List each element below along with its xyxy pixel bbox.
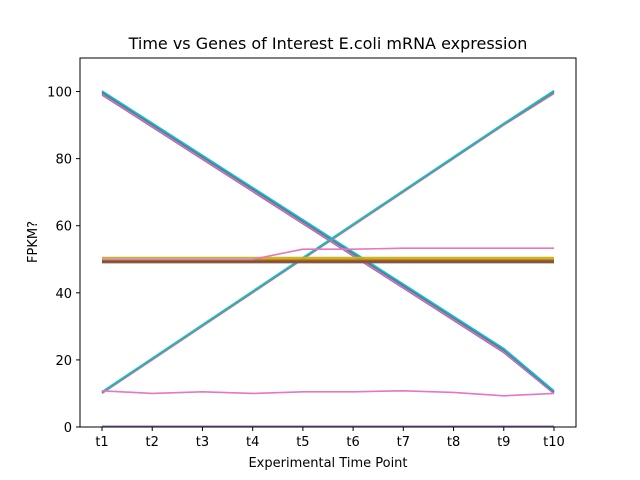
y-axis: 0 20 40 60 80 100 [47, 86, 80, 436]
series-line-1 [101, 94, 555, 395]
y-tick-label: 60 [55, 220, 72, 235]
x-axis: t1 t2 t3 t4 t5 t6 t7 t8 t9 t10 [95, 427, 565, 450]
x-tick-label: t3 [196, 435, 209, 450]
x-tick-label: t5 [296, 435, 309, 450]
y-tick-label: 20 [55, 354, 72, 369]
x-axis-label: Experimental Time Point [248, 456, 407, 471]
y-tick-label: 40 [55, 287, 72, 302]
y-axis-label: FPKM? [26, 221, 41, 263]
x-tick-label: t4 [246, 435, 259, 450]
x-tick-label: t8 [447, 435, 460, 450]
series-line-3 [101, 92, 555, 393]
x-tick-label: t6 [346, 435, 359, 450]
y-tick-label: 0 [64, 421, 72, 436]
x-tick-label: t9 [497, 435, 510, 450]
series-line-17 [101, 389, 555, 397]
series-line-10 [101, 89, 555, 393]
series-line-5 [101, 90, 555, 392]
series-line-2 [101, 93, 555, 394]
series-layer [101, 89, 555, 428]
x-tick-label: t2 [146, 435, 159, 450]
series-line-16 [102, 247, 554, 261]
x-tick-label: t1 [95, 435, 108, 450]
plot-area-frame [79, 57, 577, 428]
x-tick-label: t7 [397, 435, 410, 450]
chart-title: Time vs Genes of Interest E.coli mRNA ex… [128, 34, 528, 53]
x-tick-label: t10 [543, 435, 565, 450]
y-tick-label: 100 [47, 86, 72, 101]
y-tick-label: 80 [55, 153, 72, 168]
